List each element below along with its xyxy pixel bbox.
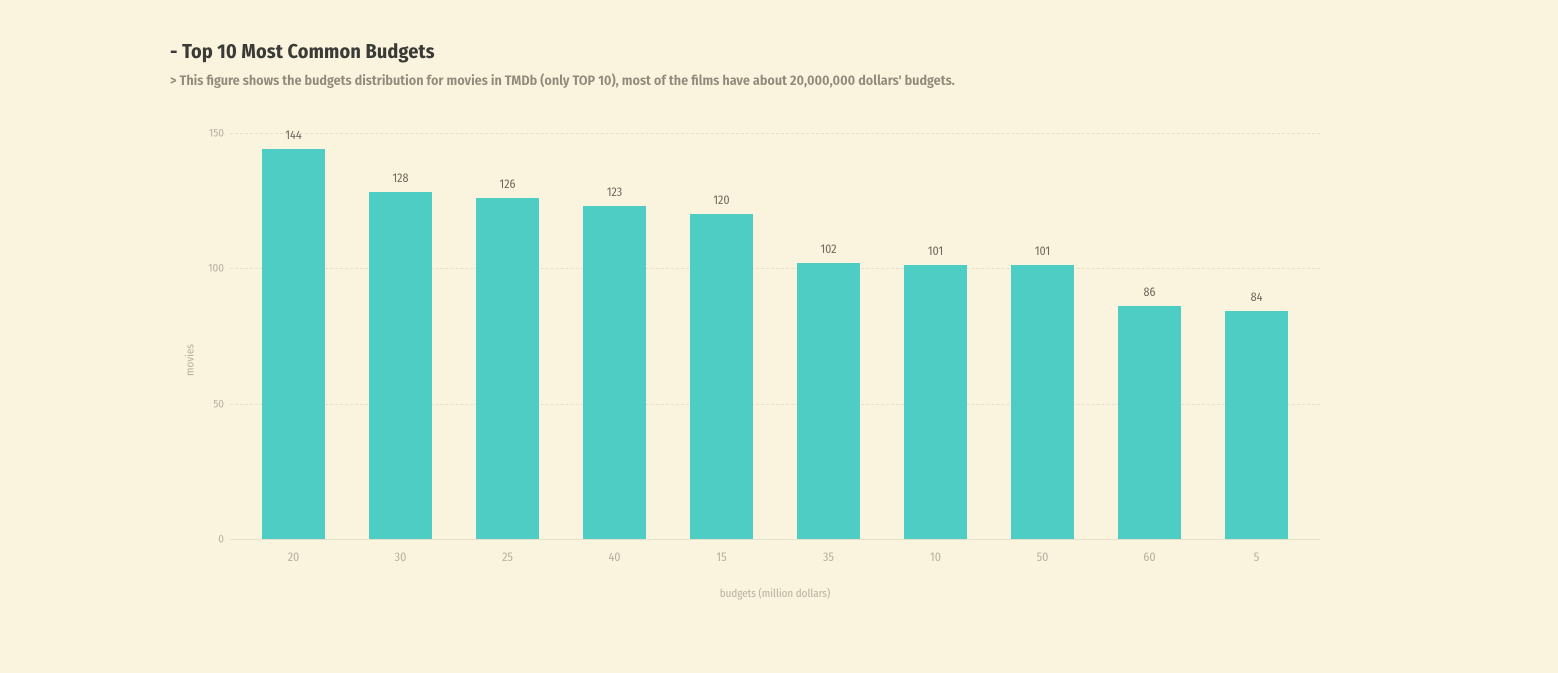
x-tick-label: 50 [989, 551, 1096, 565]
bar [690, 214, 752, 539]
bar-value-label: 123 [561, 186, 668, 200]
bar-value-label: 126 [454, 178, 561, 192]
chart-subtitle: > This figure shows the budgets distribu… [170, 72, 1558, 89]
bar-slot: 120 [668, 119, 775, 539]
y-tick-label: 100 [192, 262, 224, 275]
bar [1011, 265, 1073, 539]
bar-value-label: 86 [1096, 286, 1203, 300]
bar [262, 149, 324, 539]
bar-slot: 84 [1203, 119, 1310, 539]
bar-slot: 128 [347, 119, 454, 539]
x-axis-label: budgets (million dollars) [230, 587, 1320, 600]
y-tick-label: 150 [192, 126, 224, 139]
bar-value-label: 102 [775, 243, 882, 257]
x-tick-label: 15 [668, 551, 775, 565]
bar [797, 263, 859, 539]
subtitle-text: This figure shows the budgets distributi… [180, 72, 955, 89]
x-tick-label: 40 [561, 551, 668, 565]
bar [476, 198, 538, 539]
plot-area: 050100150 1441281261231201021011018684 [230, 119, 1320, 539]
bar [1225, 311, 1287, 539]
x-tick-label: 25 [454, 551, 561, 565]
bar-value-label: 120 [668, 194, 775, 208]
bar [904, 265, 966, 539]
bar [369, 192, 431, 539]
x-tick-label: 60 [1096, 551, 1203, 565]
x-axis: 2030254015351050605 [230, 551, 1320, 565]
bar-slot: 126 [454, 119, 561, 539]
x-tick-label: 10 [882, 551, 989, 565]
y-tick-label: 0 [192, 533, 224, 546]
bar-slot: 86 [1096, 119, 1203, 539]
chart-title: - Top 10 Most Common Budgets [170, 40, 1558, 64]
bar [583, 206, 645, 539]
y-tick-label: 50 [192, 397, 224, 410]
bar-slot: 101 [882, 119, 989, 539]
y-axis-label: movies [184, 344, 197, 376]
x-tick-label: 20 [240, 551, 347, 565]
bar-value-label: 101 [989, 245, 1096, 259]
bar-value-label: 144 [240, 129, 347, 143]
title-prefix: - [170, 40, 182, 64]
bar-value-label: 101 [882, 245, 989, 259]
bar-value-label: 128 [347, 172, 454, 186]
x-tick-label: 5 [1203, 551, 1310, 565]
subtitle-prefix: > [170, 72, 180, 89]
bar-slot: 101 [989, 119, 1096, 539]
page-root: - Top 10 Most Common Budgets > This figu… [0, 0, 1558, 673]
x-tick-label: 30 [347, 551, 454, 565]
x-tick-label: 35 [775, 551, 882, 565]
bars-container: 1441281261231201021011018684 [230, 119, 1320, 539]
bar-slot: 123 [561, 119, 668, 539]
gridline [230, 539, 1320, 540]
bar-slot: 144 [240, 119, 347, 539]
chart-area: movies 050100150 14412812612312010210110… [230, 119, 1320, 600]
bar-slot: 102 [775, 119, 882, 539]
bar-value-label: 84 [1203, 291, 1310, 305]
title-text: Top 10 Most Common Budgets [182, 40, 435, 64]
bar [1118, 306, 1180, 539]
